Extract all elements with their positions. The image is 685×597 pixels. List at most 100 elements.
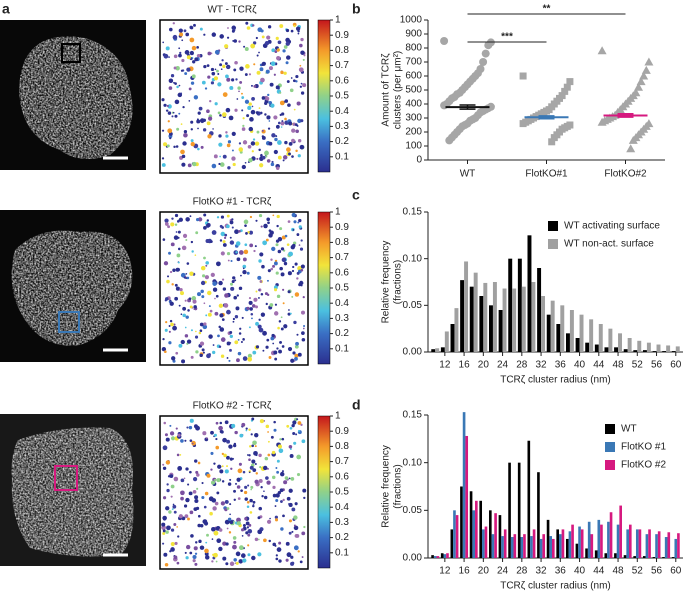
cluster-dot <box>261 35 265 39</box>
cluster-dot <box>172 111 175 114</box>
cluster-dot <box>180 490 185 496</box>
cluster-dot <box>242 140 248 145</box>
cluster-dot <box>175 351 179 355</box>
cluster-dot <box>252 468 257 473</box>
cluster-dot <box>297 221 300 224</box>
bar <box>674 538 678 558</box>
bar <box>666 345 671 352</box>
cluster-dot <box>211 163 217 169</box>
bar <box>549 536 553 558</box>
cluster-dot <box>294 344 299 349</box>
cluster-dot <box>249 215 253 219</box>
cluster-dot <box>173 523 177 526</box>
cluster-dot <box>174 99 180 105</box>
cluster-dot <box>185 32 190 37</box>
bar <box>517 258 522 352</box>
cluster-dot <box>201 295 205 299</box>
cluster-dot <box>231 218 234 221</box>
cluster-dot <box>186 544 191 550</box>
x-tick-label: 44 <box>593 360 605 371</box>
cluster-dot <box>250 43 256 49</box>
cluster-dot <box>220 215 225 219</box>
cluster-dot <box>272 493 277 498</box>
cluster-dot <box>270 267 274 271</box>
cluster-dot <box>270 336 275 341</box>
cluster-dot <box>258 148 261 152</box>
cluster-dot <box>300 310 306 315</box>
cluster-dot <box>272 214 275 217</box>
cluster-dot <box>211 32 217 37</box>
cluster-dot <box>235 251 238 254</box>
cluster-dot <box>175 65 180 71</box>
cluster-dot <box>297 32 300 35</box>
cluster-dot <box>244 161 247 164</box>
cluster-dot <box>262 330 267 336</box>
cluster-dot <box>229 513 231 516</box>
data-point <box>440 101 449 110</box>
cluster-dot <box>222 437 227 443</box>
cluster-dot <box>196 292 202 297</box>
cluster-dot <box>208 496 214 502</box>
cluster-dot <box>279 24 284 28</box>
cluster-dot <box>183 129 188 134</box>
cluster-dot <box>264 150 269 156</box>
cluster-dot <box>188 100 191 102</box>
cluster-dot <box>208 305 211 307</box>
cluster-dot <box>278 448 284 454</box>
roi-box <box>58 311 80 333</box>
bar <box>604 347 609 352</box>
cluster-dot <box>225 107 231 113</box>
cluster-dot <box>171 508 174 511</box>
cluster-dot <box>220 337 226 342</box>
cluster-dot <box>253 249 256 253</box>
cluster-dot <box>282 302 285 305</box>
cluster-dot <box>236 477 241 482</box>
cluster-dot <box>181 245 187 251</box>
cluster-dot <box>276 470 280 474</box>
cluster-dot <box>206 473 211 478</box>
cluster-dot <box>212 344 215 346</box>
cluster-dot <box>213 433 217 437</box>
cluster-dot <box>189 37 195 43</box>
cluster-dot <box>168 510 172 514</box>
data-point <box>563 83 571 91</box>
cluster-dot <box>189 470 192 474</box>
cluster-dot <box>247 544 250 547</box>
cluster-dot <box>245 21 249 25</box>
cluster-dot <box>179 32 184 37</box>
cluster-dot <box>258 506 263 511</box>
cluster-dot <box>291 138 295 143</box>
cluster-dot <box>254 245 257 248</box>
cluster-dot <box>174 213 179 218</box>
cluster-dot <box>173 555 178 560</box>
cluster-dot <box>268 120 271 122</box>
cluster-dot <box>250 485 254 489</box>
bar <box>530 536 533 558</box>
cluster-dot <box>211 71 216 76</box>
cluster-dot <box>213 530 219 536</box>
cluster-dot <box>164 433 168 437</box>
cluster-dot <box>239 66 244 71</box>
cluster-dot <box>184 326 187 329</box>
cluster-dot <box>266 279 269 282</box>
cluster-dot <box>250 84 253 87</box>
cluster-dot <box>291 155 294 158</box>
cluster-dot <box>277 155 282 160</box>
bar <box>571 524 574 558</box>
cluster-dot <box>210 430 214 435</box>
cluster-dot <box>277 40 282 45</box>
cluster-dot <box>243 249 249 255</box>
cluster-dot <box>194 57 199 62</box>
cluster-dot <box>274 288 278 292</box>
cluster-dot <box>234 315 239 319</box>
cluster-dot <box>216 478 221 483</box>
cluster-dot <box>211 538 214 540</box>
cluster-dot <box>201 481 204 485</box>
bar <box>440 347 445 352</box>
cluster-dot <box>262 240 268 246</box>
bar <box>527 235 532 352</box>
cluster-dot <box>296 271 300 275</box>
cluster-dot <box>197 147 200 151</box>
cluster-dot <box>161 129 165 132</box>
cluster-dot <box>162 529 166 533</box>
